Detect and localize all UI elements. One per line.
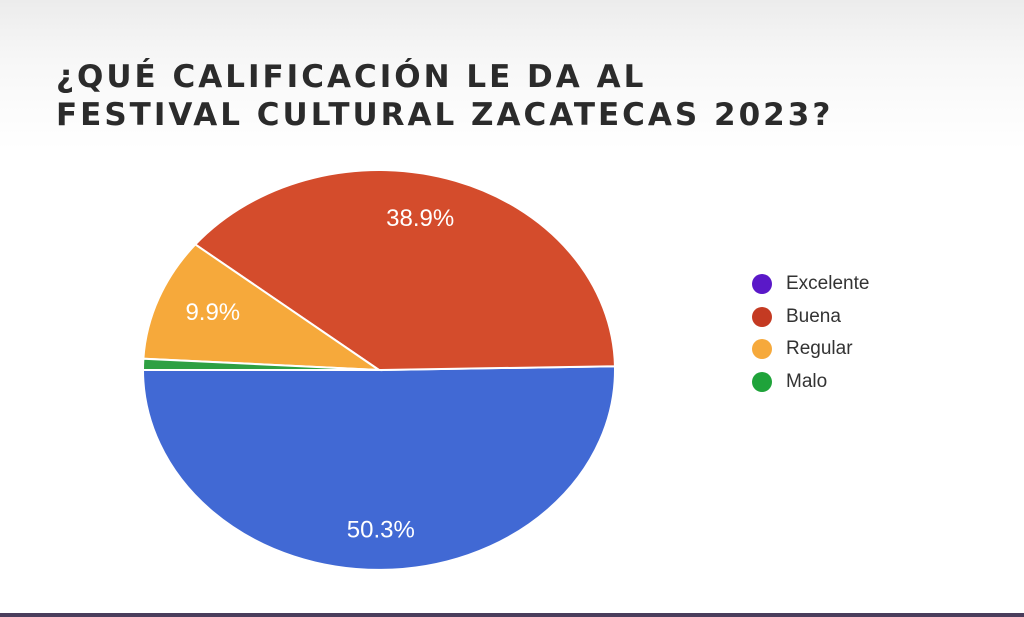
legend-label-regular: Regular	[786, 338, 853, 360]
legend-label-buena: Buena	[786, 305, 841, 327]
title-line-2: FESTIVAL CULTURAL ZACATECAS 2023?	[56, 97, 834, 133]
legend-item-malo: Malo	[752, 366, 869, 399]
pie-slice-regular	[142, 243, 383, 372]
pie-slices	[141, 169, 616, 571]
legend-swatch-excelente	[752, 274, 772, 295]
legend-swatch-buena	[752, 306, 772, 327]
chart-title: ¿QUÉ CALIFICACIÓN LE DA AL FESTIVAL CULT…	[56, 58, 833, 134]
chart-legend: Excelente Buena Regular Malo	[752, 268, 869, 398]
pie-slice-buena	[193, 169, 616, 372]
data-label-excelente: 50.3%	[347, 517, 415, 544]
pie-slice-malo	[141, 357, 380, 371]
pie-slice-excelente	[141, 365, 616, 571]
legend-swatch-regular	[752, 339, 772, 360]
legend-item-regular: Regular	[752, 333, 869, 366]
data-label-regular: 9.9%	[185, 299, 240, 326]
title-line-1: ¿QUÉ CALIFICACIÓN LE DA AL	[56, 59, 647, 95]
data-label-buena: 38.9%	[386, 205, 454, 232]
legend-label-excelente: Excelente	[786, 273, 870, 295]
pie-data-labels: 50.3% 38.9% 9.9%	[185, 205, 454, 543]
legend-label-malo: Malo	[786, 370, 828, 392]
bottom-divider	[0, 613, 1024, 617]
legend-item-excelente: Excelente	[752, 268, 869, 301]
legend-item-buena: Buena	[752, 301, 869, 334]
legend-swatch-malo	[752, 371, 772, 392]
